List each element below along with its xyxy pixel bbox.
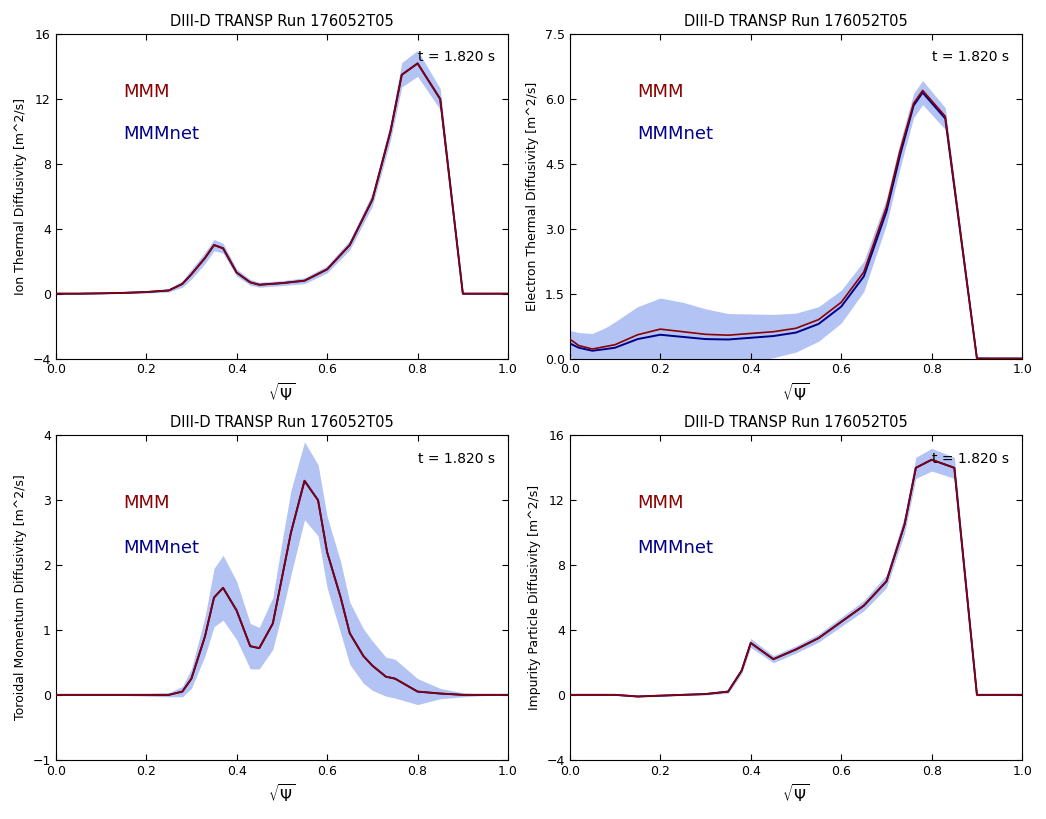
X-axis label: $\sqrt{\Psi}$: $\sqrt{\Psi}$	[268, 783, 295, 805]
Y-axis label: Electron Thermal Diffusivity [m^2/s]: Electron Thermal Diffusivity [m^2/s]	[526, 82, 540, 311]
Title: DIII-D TRANSP Run 176052T05: DIII-D TRANSP Run 176052T05	[684, 14, 908, 29]
Text: MMMnet: MMMnet	[638, 125, 713, 143]
Text: MMM: MMM	[123, 83, 170, 101]
Text: MMMnet: MMMnet	[123, 539, 200, 557]
Text: MMM: MMM	[638, 83, 684, 101]
Text: t = 1.820 s: t = 1.820 s	[932, 451, 1008, 466]
Text: MMM: MMM	[638, 494, 684, 512]
Y-axis label: Impurity Particle Diffusivity [m^2/s]: Impurity Particle Diffusivity [m^2/s]	[528, 485, 541, 710]
Text: MMMnet: MMMnet	[638, 539, 713, 557]
X-axis label: $\sqrt{\Psi}$: $\sqrt{\Psi}$	[268, 382, 295, 404]
Text: MMMnet: MMMnet	[123, 125, 200, 143]
X-axis label: $\sqrt{\Psi}$: $\sqrt{\Psi}$	[782, 783, 810, 805]
Title: DIII-D TRANSP Run 176052T05: DIII-D TRANSP Run 176052T05	[684, 415, 908, 430]
Text: t = 1.820 s: t = 1.820 s	[932, 51, 1008, 65]
Title: DIII-D TRANSP Run 176052T05: DIII-D TRANSP Run 176052T05	[170, 14, 393, 29]
Text: MMM: MMM	[123, 494, 170, 512]
Y-axis label: Ion Thermal Diffusivity [m^2/s]: Ion Thermal Diffusivity [m^2/s]	[14, 98, 27, 295]
Title: DIII-D TRANSP Run 176052T05: DIII-D TRANSP Run 176052T05	[170, 415, 393, 430]
X-axis label: $\sqrt{\Psi}$: $\sqrt{\Psi}$	[782, 382, 810, 404]
Y-axis label: Toroidal Momentum Diffusivity [m^2/s]: Toroidal Momentum Diffusivity [m^2/s]	[14, 475, 27, 721]
Text: t = 1.820 s: t = 1.820 s	[417, 451, 495, 466]
Text: t = 1.820 s: t = 1.820 s	[417, 51, 495, 65]
